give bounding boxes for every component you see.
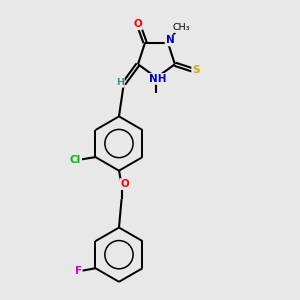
Text: Cl: Cl bbox=[70, 155, 81, 165]
Text: CH₃: CH₃ bbox=[172, 23, 190, 32]
Text: O: O bbox=[120, 179, 129, 189]
Text: NH: NH bbox=[149, 74, 166, 84]
Text: O: O bbox=[133, 19, 142, 29]
Text: H: H bbox=[116, 78, 124, 87]
Text: S: S bbox=[192, 65, 200, 75]
Text: F: F bbox=[75, 266, 82, 276]
Text: N: N bbox=[166, 35, 174, 46]
